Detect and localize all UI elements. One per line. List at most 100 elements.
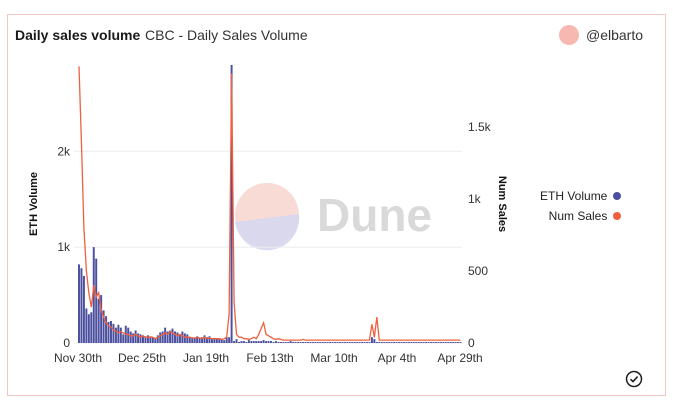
eth-volume-bar xyxy=(238,342,240,343)
eth-volume-bar xyxy=(326,342,329,343)
eth-volume-bar xyxy=(447,342,450,343)
eth-volume-bar xyxy=(437,342,440,343)
legend-dot xyxy=(613,212,622,220)
eth-volume-bar xyxy=(420,342,423,343)
eth-volume-bar xyxy=(297,342,300,343)
eth-volume-bar xyxy=(329,342,332,343)
eth-volume-bar xyxy=(250,341,253,343)
eth-volume-bar xyxy=(233,341,236,343)
eth-volume-bar xyxy=(358,342,361,343)
eth-volume-bar xyxy=(142,335,144,343)
eth-volume-bar xyxy=(210,339,213,343)
query-name[interactable]: CBC - Daily Sales Volume xyxy=(145,27,308,43)
eth-volume-bar xyxy=(117,324,120,343)
eth-volume-bar xyxy=(302,342,304,343)
eth-volume-bar xyxy=(87,314,90,343)
x-axis-tick-label: Nov 30th xyxy=(54,351,102,365)
eth-volume-bar xyxy=(156,335,159,343)
eth-volume-bar xyxy=(304,342,307,343)
eth-volume-bar xyxy=(139,334,142,343)
eth-volume-bars xyxy=(78,65,462,343)
eth-volume-bar xyxy=(292,342,295,343)
eth-volume-bar xyxy=(356,342,359,343)
x-axis-tick-label: Jan 19th xyxy=(183,351,229,365)
eth-volume-bar xyxy=(427,342,430,343)
eth-volume-bar xyxy=(375,342,378,343)
eth-volume-bar xyxy=(174,331,176,343)
eth-volume-bar xyxy=(255,341,258,343)
eth-volume-bar xyxy=(230,65,233,343)
legend-item-num-sales[interactable]: Num Sales xyxy=(540,206,622,226)
eth-volume-bar xyxy=(188,337,191,343)
eth-volume-bar xyxy=(146,335,149,343)
eth-volume-bar xyxy=(95,258,98,343)
author-name: @elbarto xyxy=(586,27,644,43)
legend-item-eth-volume[interactable]: ETH Volume xyxy=(540,186,622,206)
eth-volume-bar xyxy=(370,337,373,343)
eth-volume-bar xyxy=(363,342,366,343)
eth-volume-bar xyxy=(439,342,442,343)
eth-volume-bar xyxy=(114,327,117,343)
eth-volume-bar xyxy=(390,342,393,343)
eth-volume-bar xyxy=(265,341,268,343)
eth-volume-bar xyxy=(228,337,231,343)
eth-volume-bar xyxy=(270,341,272,343)
eth-volume-bar xyxy=(97,298,100,343)
eth-volume-bar xyxy=(366,342,368,343)
x-axis-tick-label: Apr 4th xyxy=(378,351,417,365)
eth-volume-bar xyxy=(398,342,400,343)
eth-volume-bar xyxy=(122,334,125,343)
eth-volume-bar xyxy=(334,342,336,343)
eth-volume-bar xyxy=(198,338,201,343)
eth-volume-bar xyxy=(171,328,174,343)
eth-volume-bar xyxy=(252,341,255,343)
eth-volume-bar xyxy=(336,342,339,343)
eth-volume-bar xyxy=(267,341,270,343)
eth-volume-bar xyxy=(164,327,167,343)
eth-volume-bar xyxy=(151,337,154,343)
eth-volume-bar xyxy=(240,341,243,343)
eth-volume-bar xyxy=(368,342,371,343)
eth-volume-bar xyxy=(201,337,204,343)
eth-volume-bar xyxy=(186,334,189,343)
eth-volume-bar xyxy=(247,340,250,343)
right-axis-ticks: 0 500 1k 1.5k xyxy=(468,120,492,350)
eth-volume-bar xyxy=(407,342,410,343)
legend-label: ETH Volume xyxy=(540,189,608,203)
eth-volume-bar xyxy=(218,339,221,343)
eth-volume-bar xyxy=(361,342,364,343)
eth-volume-bar xyxy=(112,323,115,343)
x-axis-tick-label: Mar 10th xyxy=(310,351,357,365)
eth-volume-bar xyxy=(341,342,344,343)
x-axis-tick-label: Dec 25th xyxy=(118,351,166,365)
eth-volume-bar xyxy=(277,342,280,343)
check-icon[interactable] xyxy=(625,370,643,388)
eth-volume-bar xyxy=(373,339,376,343)
eth-volume-bar xyxy=(245,342,248,343)
eth-volume-bar xyxy=(311,342,314,343)
eth-volume-bar xyxy=(282,342,285,343)
watermark-text: Dune xyxy=(317,189,432,241)
right-axis-tick-label: 1k xyxy=(468,192,482,206)
legend-label: Num Sales xyxy=(548,209,608,223)
eth-volume-bar xyxy=(343,342,346,343)
eth-volume-bar xyxy=(417,342,420,343)
eth-volume-bar xyxy=(434,342,437,343)
eth-volume-bar xyxy=(454,342,457,343)
eth-volume-bar xyxy=(260,341,263,343)
eth-volume-bar xyxy=(321,342,324,343)
x-axis-tick-label: Apr 29th xyxy=(437,351,482,365)
left-axis-tick-label: 2k xyxy=(57,144,71,158)
eth-volume-bar xyxy=(309,342,312,343)
eth-volume-bar xyxy=(351,342,354,343)
eth-volume-bar xyxy=(402,342,405,343)
eth-volume-bar xyxy=(380,342,383,343)
eth-volume-bar xyxy=(272,342,275,343)
right-axis-title: Num Sales xyxy=(496,176,508,232)
eth-volume-bar xyxy=(289,341,292,343)
eth-volume-bar xyxy=(452,342,455,343)
eth-volume-bar xyxy=(78,264,80,343)
author-link[interactable]: @elbarto xyxy=(559,24,643,46)
eth-volume-bar xyxy=(319,342,322,343)
left-axis-title: ETH Volume xyxy=(28,172,40,236)
